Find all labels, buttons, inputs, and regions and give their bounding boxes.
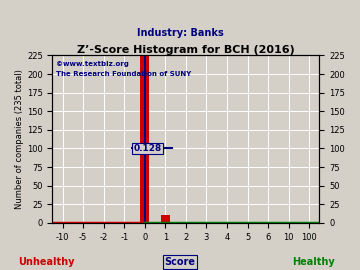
Text: The Research Foundation of SUNY: The Research Foundation of SUNY bbox=[57, 71, 192, 77]
Text: 0.128: 0.128 bbox=[134, 144, 162, 153]
Text: Industry: Banks: Industry: Banks bbox=[137, 28, 223, 38]
Text: ©www.textbiz.org: ©www.textbiz.org bbox=[57, 61, 129, 67]
Bar bbox=[161, 215, 170, 223]
Text: Healthy: Healthy bbox=[292, 257, 334, 267]
Text: Score: Score bbox=[165, 257, 195, 267]
Bar bbox=[144, 55, 146, 223]
Y-axis label: Number of companies (235 total): Number of companies (235 total) bbox=[15, 69, 24, 209]
Text: Unhealthy: Unhealthy bbox=[19, 257, 75, 267]
Title: Z’-Score Histogram for BCH (2016): Z’-Score Histogram for BCH (2016) bbox=[77, 45, 295, 55]
Bar bbox=[140, 55, 149, 223]
